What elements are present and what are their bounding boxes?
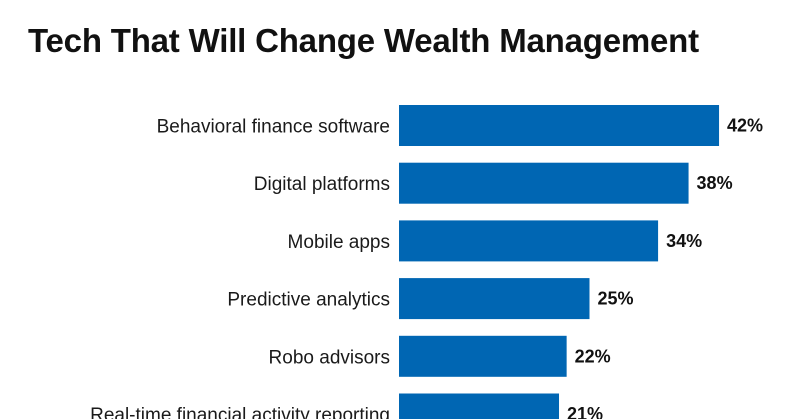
bar-2 [399,220,659,262]
bar-5 [399,393,560,419]
bar-1 [399,162,689,204]
category-label-3: Predictive analytics [227,290,390,311]
value-label-2: 34% [666,231,702,251]
bar-3 [399,278,590,320]
chart-title: Tech That Will Change Wealth Management [28,22,699,59]
bar-0 [399,105,720,146]
category-label-0: Behavioral finance software [157,117,390,138]
bar-4 [399,335,567,377]
value-label-5: 21% [567,404,603,419]
category-label-5: Real-time financial activity reporting [90,405,390,419]
value-label-4: 22% [575,346,611,366]
value-label-0: 42% [727,116,763,136]
category-label-1: Digital platforms [254,174,390,195]
value-label-3: 25% [598,289,634,309]
category-label-2: Mobile apps [288,232,390,253]
value-label-1: 38% [697,173,733,193]
category-label-4: Robo advisors [269,347,390,368]
